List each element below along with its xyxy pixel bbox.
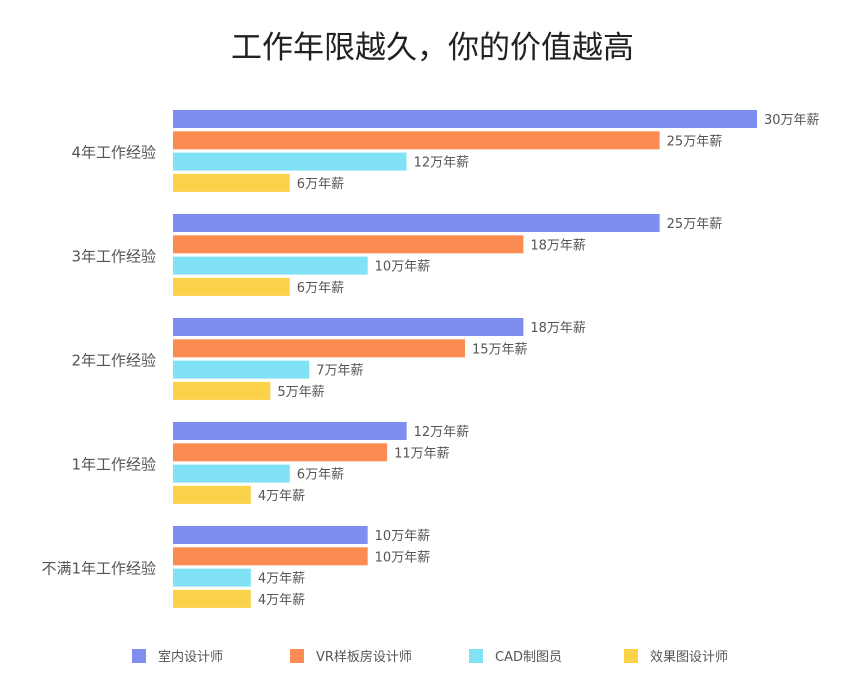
category-label: 3年工作经验 <box>71 248 156 266</box>
bar[interactable] <box>173 526 368 544</box>
data-label: 18万年薪 <box>530 238 586 253</box>
bar[interactable] <box>173 173 290 192</box>
data-label: 4万年薪 <box>258 593 305 608</box>
legend-label: VR样板房设计师 <box>316 650 412 665</box>
data-label: 11万年薪 <box>394 446 450 461</box>
chart-legend: 室内设计师 VR样板房设计师 CAD制图员 效果图设计师 <box>0 646 865 666</box>
data-label: 30万年薪 <box>764 113 820 128</box>
bar[interactable] <box>173 235 524 254</box>
data-label: 5万年薪 <box>277 385 324 400</box>
legend-swatch <box>132 648 146 663</box>
category-label: 4年工作经验 <box>71 144 156 162</box>
legend-label: 效果图设计师 <box>650 650 729 665</box>
bar[interactable] <box>173 360 310 379</box>
category-label: 1年工作经验 <box>71 456 156 474</box>
bar[interactable] <box>173 339 465 358</box>
bar[interactable] <box>173 110 757 128</box>
data-label: 6万年薪 <box>297 177 344 192</box>
legend-item-render-designer[interactable]: 效果图设计师 <box>624 646 728 665</box>
category-label: 不满1年工作经验 <box>41 560 156 578</box>
data-label: 4万年薪 <box>258 489 305 504</box>
legend-label: CAD制图员 <box>495 650 562 665</box>
bar[interactable] <box>173 547 368 566</box>
bar[interactable] <box>173 422 407 440</box>
bar[interactable] <box>173 485 251 504</box>
data-label: 12万年薪 <box>414 156 470 171</box>
legend-item-vr-designer[interactable]: VR样板房设计师 <box>290 646 412 665</box>
bar[interactable] <box>173 277 290 296</box>
data-label: 4万年薪 <box>258 572 305 587</box>
bar[interactable] <box>173 131 660 150</box>
data-label: 10万年薪 <box>375 529 431 544</box>
bar[interactable] <box>173 568 251 587</box>
chart-title: 工作年限越久，你的价值越高 <box>231 30 634 66</box>
bar[interactable] <box>173 443 388 462</box>
bar[interactable] <box>173 214 660 232</box>
bar[interactable] <box>173 464 290 483</box>
data-label: 15万年薪 <box>472 342 528 357</box>
category-label: 2年工作经验 <box>71 352 156 370</box>
data-label: 12万年薪 <box>414 425 470 440</box>
legend-swatch <box>469 648 483 663</box>
legend-label: 室内设计师 <box>158 650 224 665</box>
legend-item-interior-designer[interactable]: 室内设计师 <box>132 646 223 665</box>
bar-chart: 4年工作经验 30万年薪 25万年薪 12万年薪 6万年薪 3年工作经验 25万年薪 18万年… <box>41 110 820 608</box>
data-label: 25万年薪 <box>667 134 723 149</box>
data-label: 6万年薪 <box>297 281 344 296</box>
data-label: 10万年薪 <box>375 550 431 565</box>
data-label: 18万年薪 <box>530 321 586 336</box>
bar[interactable] <box>173 256 368 275</box>
data-label: 10万年薪 <box>375 260 431 275</box>
legend-item-cad-drafter[interactable]: CAD制图员 <box>469 646 562 665</box>
bar[interactable] <box>173 381 271 400</box>
bar[interactable] <box>173 589 251 608</box>
data-label: 25万年薪 <box>667 217 723 232</box>
bar[interactable] <box>173 152 407 171</box>
bar[interactable] <box>173 318 524 336</box>
legend-swatch <box>624 648 638 663</box>
legend-swatch <box>290 648 304 663</box>
data-label: 7万年薪 <box>316 364 363 379</box>
data-label: 6万年薪 <box>297 468 344 483</box>
